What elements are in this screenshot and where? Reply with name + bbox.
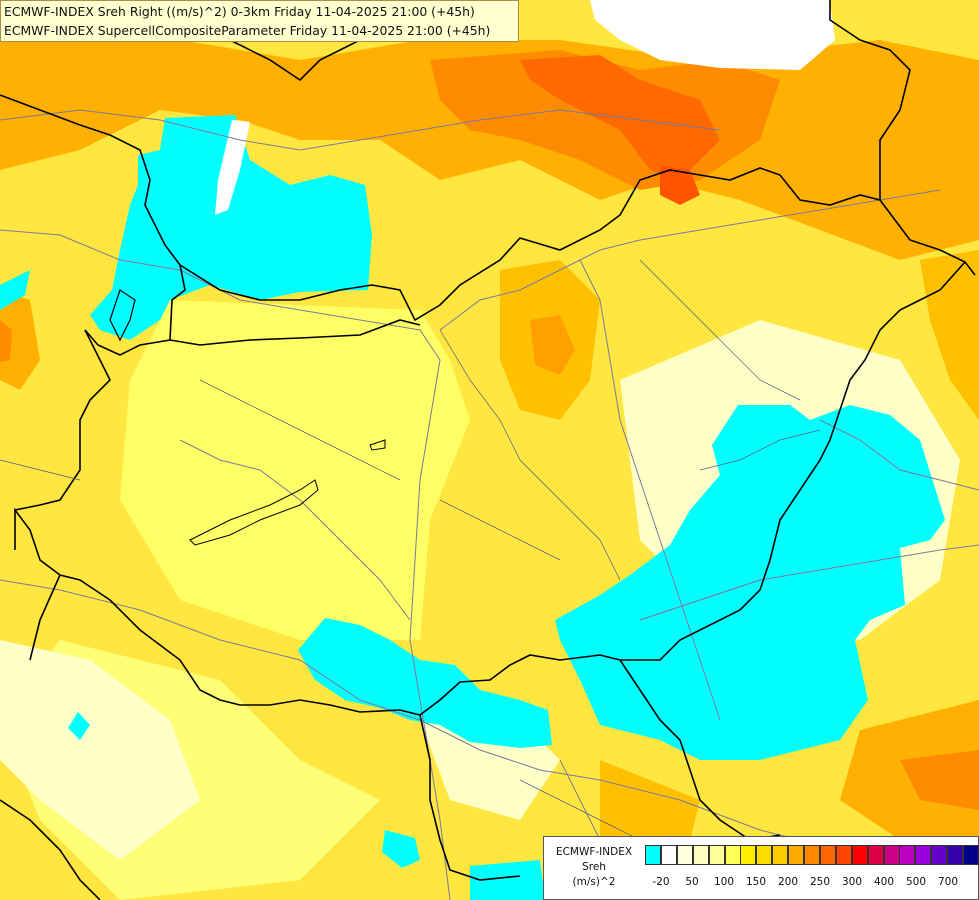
field-darkorange-center bbox=[530, 315, 575, 375]
legend-swatch bbox=[645, 845, 661, 865]
legend-tick-label: 150 bbox=[745, 876, 767, 888]
legend-swatch bbox=[931, 845, 948, 865]
field-cyan-east bbox=[555, 405, 945, 760]
legend-swatch bbox=[947, 845, 964, 865]
legend-source: ECMWF-INDEX bbox=[555, 846, 633, 858]
legend-unit: (m/s)^2 bbox=[572, 876, 616, 888]
legend-tick-label: 200 bbox=[777, 876, 799, 888]
legend-variable: Sreh bbox=[582, 861, 606, 873]
field-redorange-core bbox=[660, 165, 700, 205]
field-cyan-small-4 bbox=[0, 270, 30, 310]
legend-swatch bbox=[724, 845, 741, 865]
legend-swatch bbox=[740, 845, 757, 865]
legend-swatch bbox=[660, 845, 677, 865]
legend-tick-label: -20 bbox=[652, 876, 670, 888]
legend-swatch bbox=[676, 845, 693, 865]
lake-balaton bbox=[189, 479, 319, 546]
field-cyan-small-1 bbox=[68, 712, 90, 740]
field-cyan-small-3 bbox=[470, 860, 545, 900]
legend-swatch bbox=[851, 845, 868, 865]
legend-swatch bbox=[819, 845, 836, 865]
legend-tick-label: 100 bbox=[713, 876, 735, 888]
legend-tick-label: 300 bbox=[841, 876, 863, 888]
legend-swatch bbox=[883, 845, 900, 865]
map-title-line-2: ECMWF-INDEX SupercellCompositeParameter … bbox=[4, 23, 491, 38]
legend-swatch bbox=[899, 845, 916, 865]
field-orange-west bbox=[0, 290, 40, 390]
field-darkorange-southeast bbox=[900, 750, 979, 810]
legend-swatch bbox=[708, 845, 725, 865]
field-cyan-south bbox=[298, 618, 552, 748]
legend-tick-label: 250 bbox=[809, 876, 831, 888]
field-cyan-small-2 bbox=[382, 830, 420, 868]
field-cyan-west bbox=[90, 115, 372, 340]
legend-swatch bbox=[788, 845, 805, 865]
legend-swatch bbox=[692, 845, 709, 865]
legend-swatch bbox=[835, 845, 852, 865]
legend-swatch bbox=[963, 845, 979, 865]
field-yellow-central bbox=[120, 300, 470, 640]
field-darkorange-west bbox=[0, 320, 12, 362]
legend-swatch bbox=[804, 845, 820, 865]
map-title-line-1: ECMWF-INDEX Sreh Right ((m/s)^2) 0-3km F… bbox=[4, 4, 475, 19]
legend-tick-label: 500 bbox=[905, 876, 927, 888]
field-orange-southeast bbox=[840, 700, 979, 860]
field-white-west-sliver bbox=[215, 120, 250, 215]
legend-tick-label: 50 bbox=[685, 876, 699, 888]
field-white-north bbox=[590, 0, 835, 70]
field-pale-southwest bbox=[0, 640, 200, 860]
legend-label: ECMWF-INDEX Sreh (m/s)^2 bbox=[544, 837, 644, 899]
lake-small bbox=[369, 439, 386, 451]
legend-swatch bbox=[772, 845, 789, 865]
legend-swatch bbox=[756, 845, 773, 865]
legend-tick-label: 700 bbox=[937, 876, 959, 888]
color-legend: ECMWF-INDEX Sreh (m/s)^2 -20 50 100 150 200 2… bbox=[543, 836, 979, 900]
map-title-box: ECMWF-INDEX Sreh Right ((m/s)^2) 0-3km F… bbox=[0, 0, 519, 42]
legend-tick-label: 400 bbox=[873, 876, 895, 888]
legend-swatch bbox=[867, 845, 884, 865]
legend-swatch bbox=[915, 845, 932, 865]
